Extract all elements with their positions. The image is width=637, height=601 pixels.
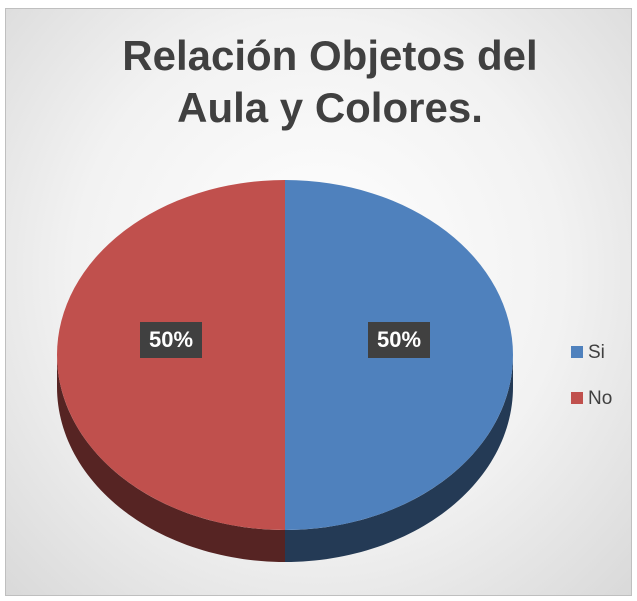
chart-title: Relación Objetos del Aula y Colores. (122, 32, 538, 131)
data-label: 50% (149, 327, 193, 352)
slice-side (57, 355, 285, 562)
legend-swatch (571, 346, 583, 358)
data-label-box (368, 322, 430, 358)
legend-label: No (588, 388, 612, 409)
data-label-box (140, 322, 202, 358)
slice-side (285, 355, 513, 562)
data-label: 50% (377, 327, 421, 352)
legend-label: Si (588, 342, 605, 363)
legend-swatch (571, 392, 583, 404)
